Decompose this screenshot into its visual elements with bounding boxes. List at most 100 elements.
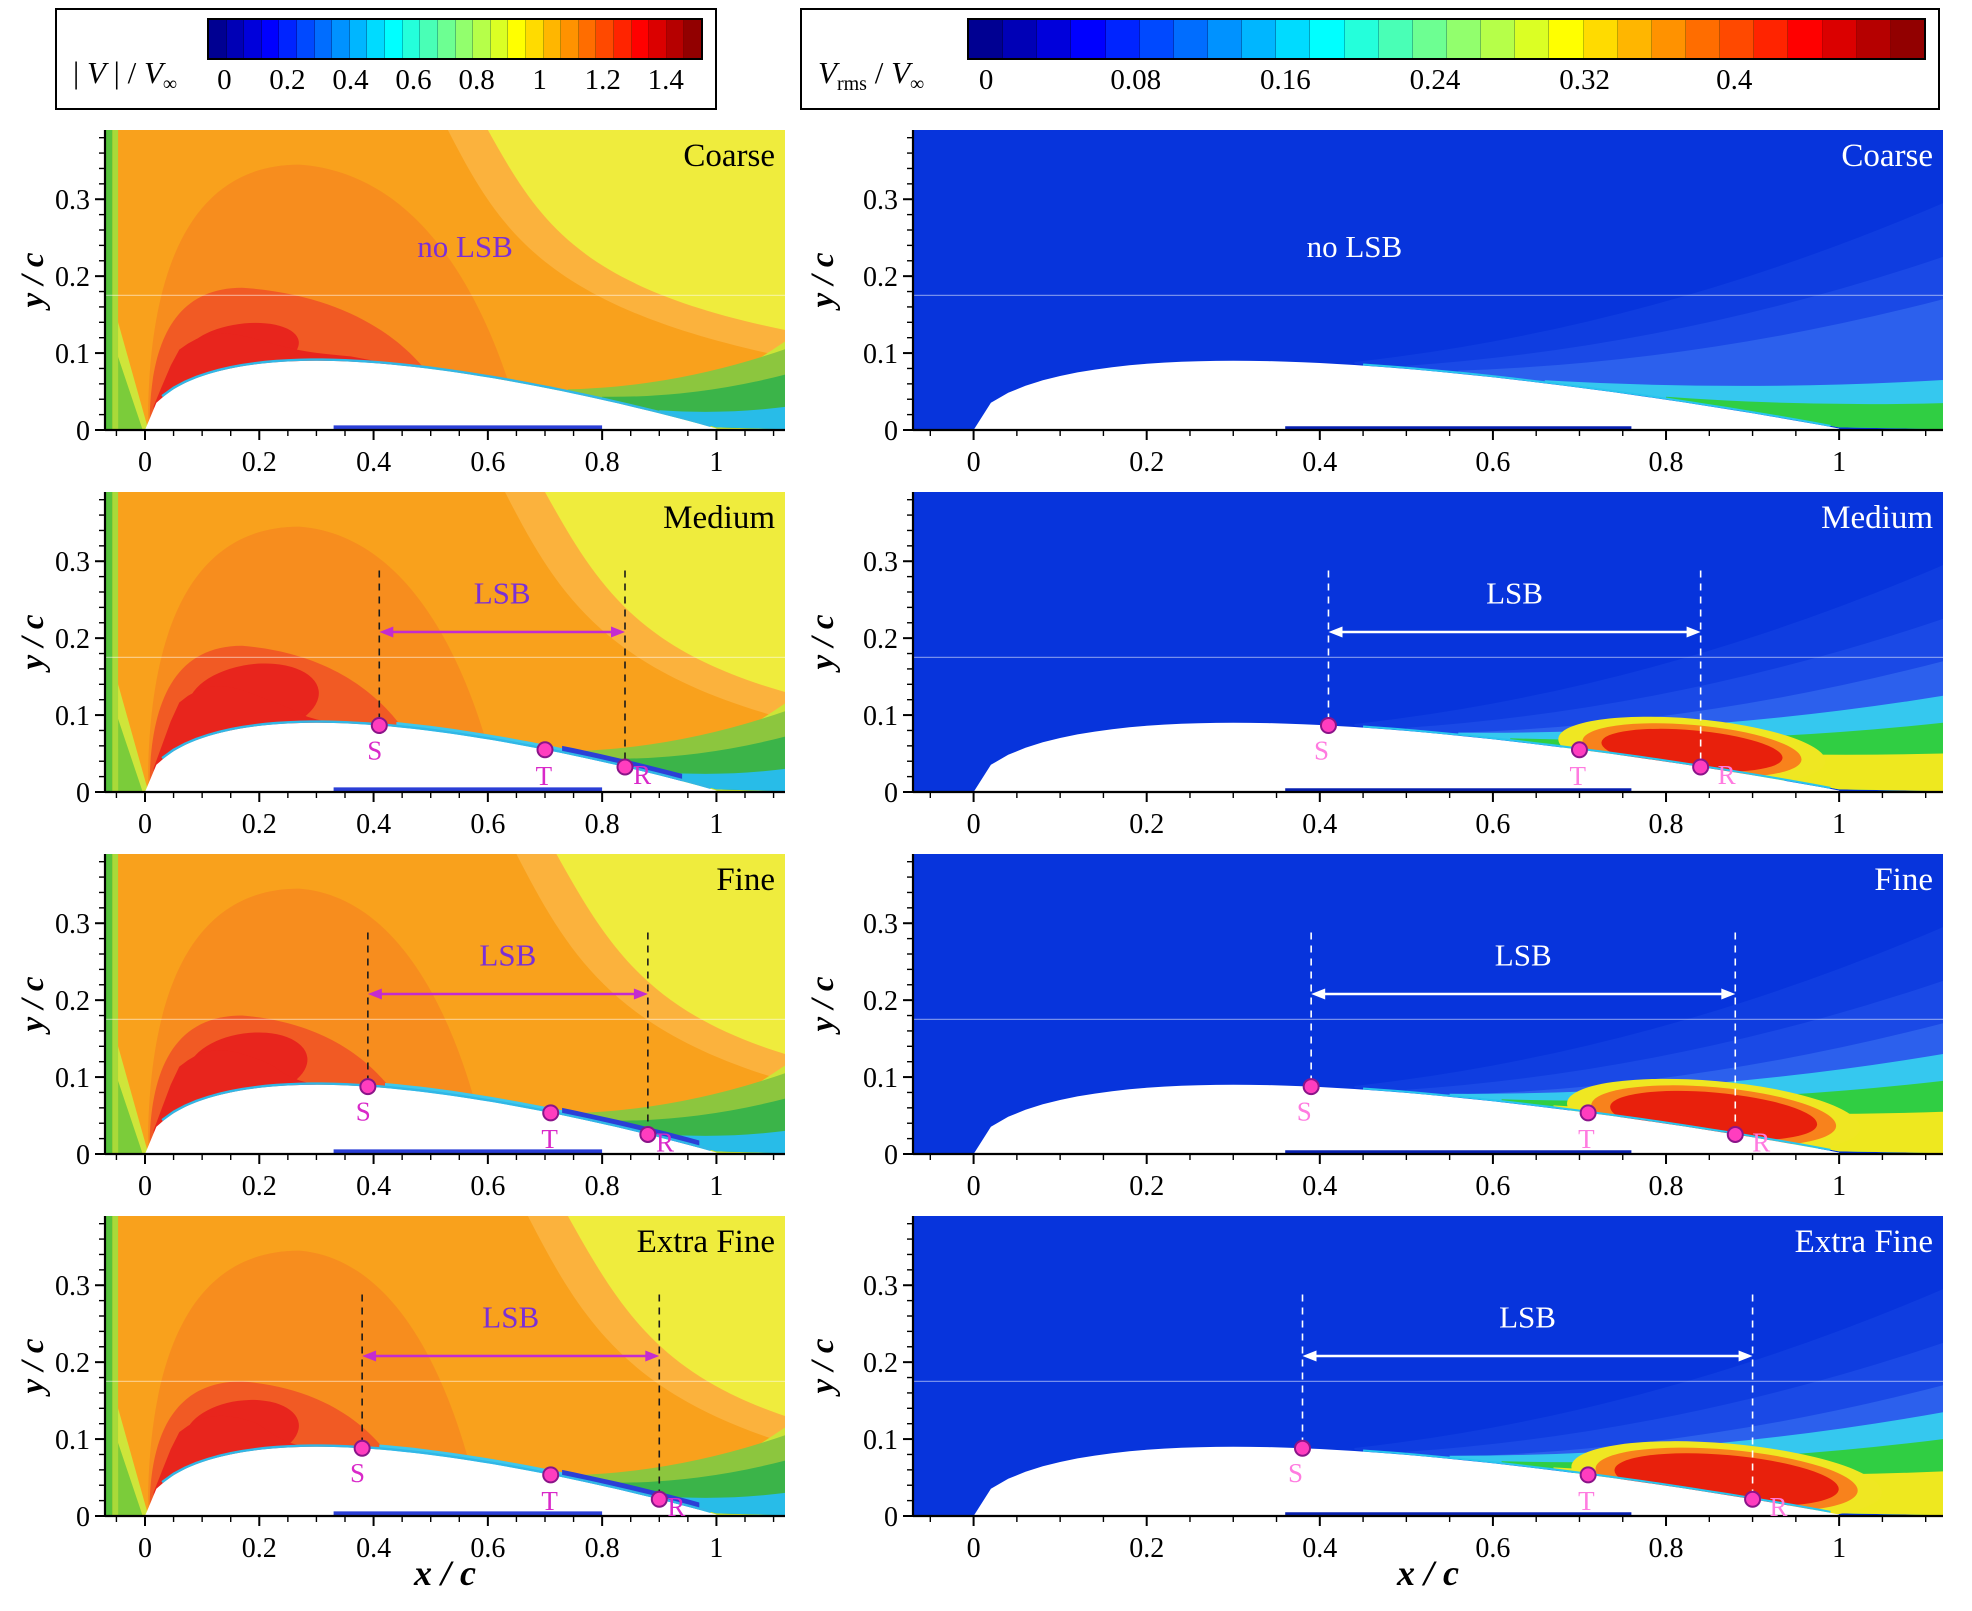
colorbar-segment	[1242, 20, 1277, 58]
y-axis-label: y / c	[805, 976, 841, 1035]
colorbar-segment	[525, 20, 544, 58]
separation-point-dot	[370, 716, 388, 734]
colorbar-segment	[1856, 20, 1891, 58]
x-tick-label: 0	[967, 1533, 981, 1560]
y-tick-label: 0.3	[863, 547, 898, 578]
x-tick-label: 0.4	[1302, 447, 1337, 474]
airfoil-body	[973, 1446, 1840, 1516]
x-tick-label: 0.8	[1649, 809, 1684, 836]
colorbar-tick-label: 0.32	[1559, 64, 1610, 96]
x-tick-label: 1	[709, 447, 723, 474]
lsb-arrowhead	[1686, 626, 1701, 638]
lsb-arrowhead	[1311, 988, 1326, 1000]
panel-velocity-medium: 0 0.1 0.2 0.3 0 0.2 0.4 0.6 0.8 1 y / c Medium LSB S T…	[15, 492, 785, 836]
colorbar-segment	[244, 20, 262, 58]
reattachment-point-dot	[1726, 1125, 1744, 1143]
colorbar-segment	[666, 20, 685, 58]
x-tick-label: 0	[967, 447, 981, 474]
x-tick-label: 0.6	[470, 1171, 505, 1198]
colorbar-segment	[684, 20, 702, 58]
y-tick-label: 0.3	[55, 547, 90, 578]
reattachment-point-dot	[1692, 758, 1710, 776]
colorbar-tick-label: 0.2	[269, 64, 306, 96]
contour-layers	[913, 854, 1943, 1154]
reattachment-point-dot	[650, 1490, 668, 1508]
y-tick-label: 0.1	[863, 701, 898, 732]
x-tick-label: 0.8	[585, 1533, 620, 1560]
colorbar-segment	[367, 20, 386, 58]
colorbar-segment	[1071, 20, 1106, 58]
y-tick-label: 0.2	[55, 1348, 90, 1379]
y-tick-label: 0.2	[863, 624, 898, 655]
panel-title: Fine	[716, 862, 775, 898]
x-tick-label: 0.4	[1302, 809, 1337, 836]
colorbar-segment	[314, 20, 333, 58]
transition-point-dot	[1579, 1466, 1597, 1484]
reattachment-point-dot	[639, 1125, 657, 1143]
panel-velocity-extra-fine: 0 0.1 0.2 0.3 0 0.2 0.4 0.6 0.8 1 y / c Extra Fine L…	[15, 1216, 785, 1560]
colorbar-tick-label: 0.4	[332, 64, 369, 96]
colorbar-segment	[1003, 20, 1038, 58]
colorbar-tick-label: 0.8	[458, 64, 495, 96]
y-tick-label: 0.2	[863, 262, 898, 293]
colorbar-segment	[437, 20, 456, 58]
y-tick-label: 0.3	[863, 185, 898, 216]
y-tick-label: 0.1	[55, 1063, 90, 1094]
lsb-arrowhead	[633, 988, 648, 1000]
x-tick-label: 0.4	[356, 1533, 391, 1560]
colorbar-segment	[578, 20, 597, 58]
x-tick-label: 0.2	[1129, 447, 1164, 474]
colorbar-segment	[1788, 20, 1823, 58]
panel-vrms-medium: 0 0.1 0.2 0.3 0 0.2 0.4 0.6 0.8 1 y / c Medium LSB S T…	[805, 492, 1943, 836]
y-tick-label: 0	[884, 416, 898, 447]
airfoil-body	[973, 722, 1840, 792]
colorbar-segment	[1207, 20, 1243, 58]
contour-layers	[105, 492, 785, 792]
colorbar-segment	[1139, 20, 1174, 58]
x-tick-label: 0	[138, 1533, 152, 1560]
y-tick-label: 0.3	[55, 1271, 90, 1302]
x-tick-label: 0.8	[585, 447, 620, 474]
colorbar-segment	[1720, 20, 1755, 58]
x-tick-label: 0	[138, 809, 152, 836]
point-label-T: T	[1569, 761, 1586, 791]
colorbar-velocity-gradient	[207, 18, 703, 60]
point-label-R: R	[667, 1492, 685, 1522]
colorbar-tick-label: 0	[978, 64, 994, 96]
colorbar-segment	[1515, 20, 1550, 58]
lsb-label: LSB	[1495, 938, 1552, 973]
contour-layers	[913, 492, 1943, 792]
panel-title: Extra Fine	[1795, 1224, 1933, 1260]
point-label-T: T	[1578, 1486, 1595, 1516]
panel-title: Medium	[663, 500, 775, 536]
colorbar-segment	[490, 20, 509, 58]
colorbar-segment	[279, 20, 298, 58]
point-label-R: R	[1718, 760, 1736, 790]
colorbar-tick-label: 1.4	[647, 64, 684, 96]
colorbar-segment	[209, 20, 227, 58]
point-label-R: R	[633, 760, 651, 790]
colorbar-tick-label: 0.24	[1409, 64, 1461, 96]
x-tick-label: 1	[709, 1171, 723, 1198]
lsb-label: LSB	[479, 938, 536, 973]
colorbar-segment	[1583, 20, 1618, 58]
panel-title: Fine	[1874, 862, 1933, 898]
x-tick-label: 0	[138, 1171, 152, 1198]
y-axis-label: y / c	[15, 1338, 51, 1397]
lsb-label: LSB	[1486, 576, 1543, 611]
x-axis-label-velocity: x / c	[414, 1553, 476, 1593]
x-tick-label: 0.8	[585, 1171, 620, 1198]
colorbar-segment	[614, 20, 632, 58]
colorbar-segment	[1412, 20, 1447, 58]
colorbar-velocity-label: | V | / V∞	[73, 54, 178, 95]
y-tick-label: 0.1	[55, 701, 90, 732]
y-tick-label: 0	[884, 1502, 898, 1533]
x-tick-label: 0.4	[356, 1171, 391, 1198]
y-tick-label: 0.2	[55, 624, 90, 655]
colorbar-tick-label: 0.08	[1110, 64, 1162, 96]
x-tick-label: 0.2	[242, 447, 277, 474]
airfoil-body	[145, 722, 717, 792]
lsb-arrowhead	[362, 1350, 377, 1362]
x-tick-label: 0.2	[1129, 1171, 1164, 1198]
